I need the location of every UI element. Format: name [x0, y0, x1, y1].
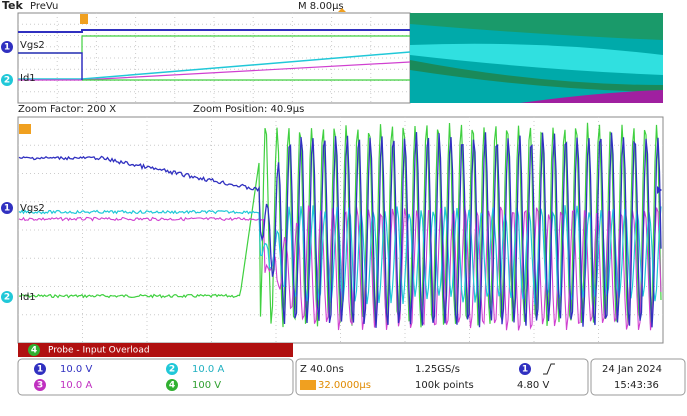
ch-badge-label: 3	[37, 381, 43, 391]
zoom-trace	[18, 205, 662, 331]
ch-marker	[1, 202, 13, 214]
record-length: 100k points	[415, 380, 474, 391]
datetime-box	[590, 358, 686, 396]
ch-marker	[28, 344, 40, 356]
ch-marker	[1, 41, 13, 53]
trace-label: Id1	[20, 73, 36, 84]
ch-badge-label: 2	[169, 365, 175, 375]
trigger-source-badge	[519, 363, 531, 375]
trigger-source: 1	[522, 365, 528, 375]
trigger-slope-icon	[543, 363, 555, 375]
ch-badge	[166, 363, 178, 375]
ch-marker-label: 1	[4, 204, 10, 214]
date: 24 Jan 2024	[602, 364, 662, 375]
trace-label: Vgs2	[20, 203, 45, 214]
sample-rate: 1.25GS/s	[415, 364, 460, 375]
trigger-pos-marker	[338, 8, 346, 12]
zoom-band	[410, 43, 663, 75]
timebase: M 8.00µs	[298, 1, 344, 12]
trigger-position: 32.0000µs	[318, 380, 371, 391]
channel-box	[17, 358, 294, 396]
ch-marker-label: 2	[4, 293, 10, 303]
zoom-band	[520, 90, 663, 103]
ch-scale: 100 V	[192, 380, 221, 391]
ch-badge	[166, 379, 178, 391]
ch-marker-label: 1	[4, 43, 10, 53]
trace-label: Vgs2	[20, 40, 45, 51]
trigger-flag	[80, 14, 88, 24]
ch-badge	[34, 379, 46, 391]
zoom-trace	[18, 205, 662, 305]
zoom-trace	[18, 132, 662, 328]
warning-bar	[18, 343, 293, 357]
trigger-flag	[19, 124, 31, 134]
trace-label: Id1	[20, 292, 36, 303]
acquisition-box	[295, 358, 589, 396]
zoom-band	[410, 13, 663, 40]
status: PreVu	[30, 1, 58, 12]
time: 15:43:36	[614, 380, 659, 391]
trigger-level-marker	[657, 186, 662, 194]
ch-marker-label: 2	[4, 76, 10, 86]
zoom-position: Zoom Position: 40.9µs	[193, 104, 304, 115]
trace-ch1-step	[18, 52, 83, 80]
zoom-traces	[18, 122, 662, 331]
ch-scale: 10.0 A	[192, 364, 224, 375]
brand: Tek	[2, 0, 24, 12]
ch-badge	[34, 363, 46, 375]
zoom-factor: Zoom Factor: 200 X	[18, 104, 116, 115]
trigger-pos-icon	[300, 380, 316, 390]
ch-marker	[1, 74, 13, 86]
warning-text: Probe - Input Overload	[48, 346, 150, 356]
ch-marker-label: 4	[31, 346, 37, 356]
ch-scale: 10.0 V	[60, 364, 92, 375]
trigger-level: 4.80 V	[517, 380, 549, 391]
ch-scale: 10.0 A	[60, 380, 92, 391]
zoom-scale: Z 40.0ns	[300, 364, 344, 375]
trace-ch1	[18, 29, 410, 33]
ch-badge-label: 4	[169, 381, 175, 391]
ch-marker	[1, 291, 13, 303]
ch-badge-label: 1	[37, 365, 43, 375]
zoom-band	[410, 60, 663, 92]
